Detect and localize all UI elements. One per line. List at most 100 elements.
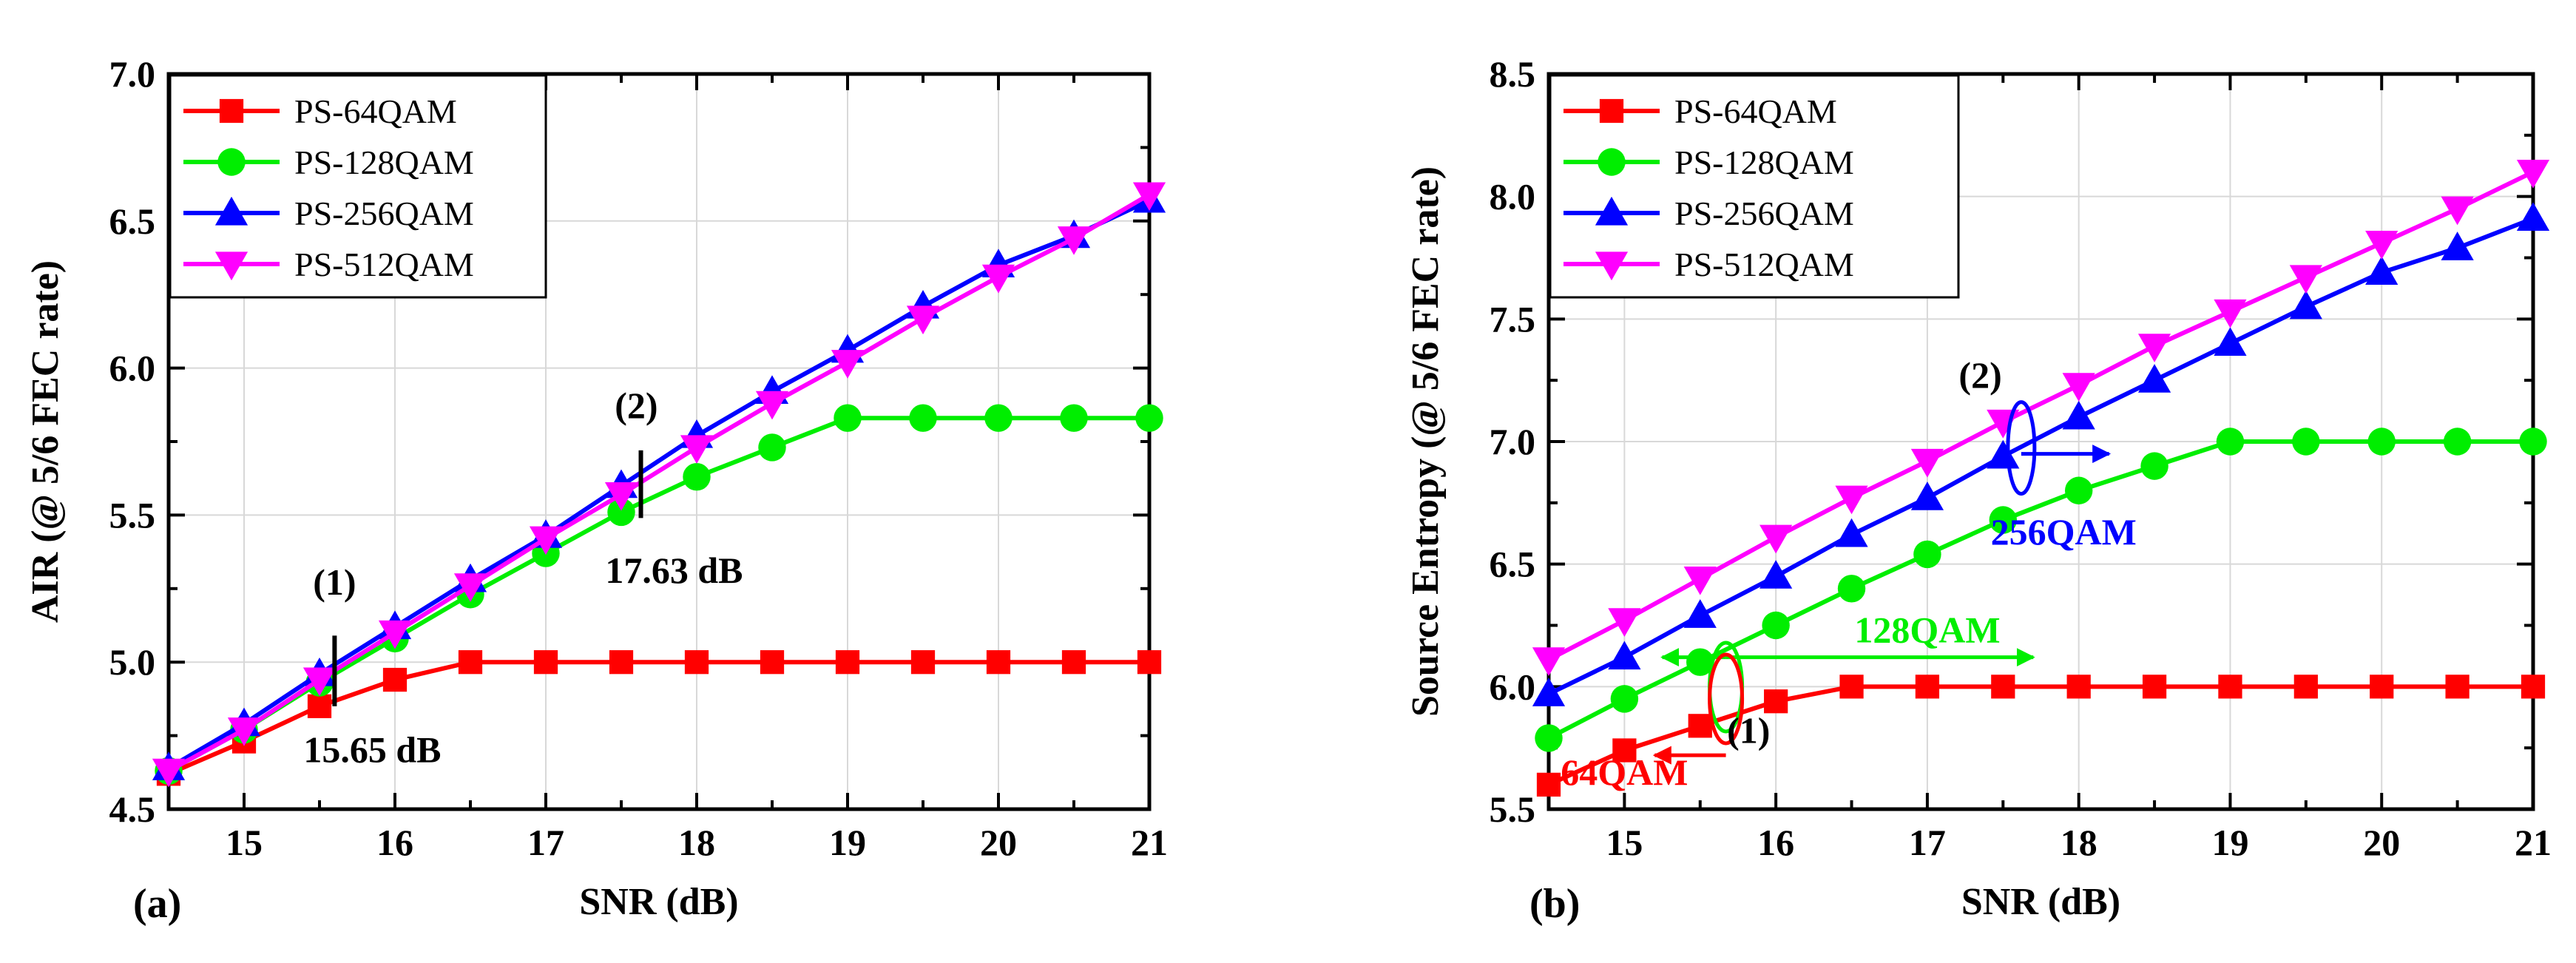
data-point (835, 650, 860, 675)
data-point (1060, 404, 1088, 432)
data-point (533, 650, 558, 675)
data-point (2519, 428, 2547, 456)
panel-b-source-entropy-chart: 15 16 17 18 19 20 21 5.5 6.0 6.5 7.0 7.5 8.0 8.5 SNR (… (1404, 53, 2552, 927)
y-tick-label: 5.5 (109, 494, 156, 535)
data-point (1910, 448, 1944, 478)
data-point (1987, 409, 2020, 439)
data-point (2443, 428, 2472, 456)
data-point (2062, 373, 2095, 402)
x-tick-label: 15 (1606, 822, 1643, 863)
legend-marker (219, 98, 244, 124)
data-point (1991, 675, 2015, 699)
annotation: 256QAM (1991, 511, 2137, 553)
data-point (609, 650, 634, 675)
legend: PS-64QAM PS-128QAM PS-256QAM PS-512QAM (1549, 74, 1960, 299)
data-point (2062, 400, 2095, 430)
panel-label: (a) (133, 881, 181, 927)
data-point (2521, 675, 2546, 699)
data-point (2445, 675, 2469, 699)
data-point (2214, 327, 2247, 357)
data-point (1683, 599, 1717, 628)
data-point (382, 667, 408, 692)
data-point (307, 694, 332, 718)
y-axis-label: Source Entropy (@ 5/6 FEC rate) (1404, 166, 1447, 717)
series-ps-64qam (156, 650, 1162, 786)
y-tick-label: 6.0 (109, 348, 156, 389)
legend-entry: PS-64QAM (1674, 92, 1837, 130)
data-point (1535, 724, 1563, 752)
x-tick-label: 20 (980, 822, 1017, 863)
data-point (378, 620, 412, 649)
x-tick-label: 18 (678, 822, 715, 863)
annotation: 64QAM (1561, 751, 1688, 793)
series-ps-512qam (1532, 159, 2550, 676)
data-point (1057, 226, 1091, 255)
annotation: 17.63 dB (605, 550, 743, 591)
y-tick-label: 7.5 (1490, 298, 1536, 339)
x-tick-label: 19 (2211, 822, 2248, 863)
data-point (1910, 482, 1944, 510)
legend-entry: PS-512QAM (1674, 246, 1854, 283)
y-tick-label: 6.0 (1490, 666, 1536, 707)
data-point (2365, 256, 2398, 285)
highlight-ellipse (1708, 652, 1745, 746)
y-axis-label: AIR (@ 5/6 FEC rate) (24, 260, 67, 623)
x-tick-label: 17 (1909, 822, 1946, 863)
annotation: 128QAM (1854, 609, 2000, 651)
data-point (453, 573, 487, 602)
x-tick-label: 16 (376, 822, 413, 863)
data-point (1835, 518, 1868, 547)
legend-marker (1595, 251, 1629, 281)
data-point (1839, 675, 1864, 699)
x-tick-label: 18 (2061, 822, 2097, 863)
annotation: (1) (1727, 710, 1770, 751)
data-point (1759, 560, 1793, 589)
data-point (2218, 675, 2242, 699)
ticks (1547, 72, 2535, 811)
data-point (2214, 299, 2247, 328)
data-point (2066, 675, 2091, 699)
data-point (2516, 202, 2550, 232)
legend-entry: PS-64QAM (294, 92, 457, 130)
data-point (2140, 452, 2168, 480)
y-tick-label: 8.5 (1490, 53, 1536, 95)
data-point (2289, 265, 2322, 294)
data-point (2292, 428, 2320, 456)
data-point (981, 264, 1015, 294)
data-point (2441, 196, 2474, 226)
data-point (2516, 159, 2550, 189)
data-point (755, 391, 789, 420)
data-point (1536, 772, 1561, 797)
data-point (909, 404, 937, 432)
legend-marker (1595, 196, 1629, 226)
legend-marker (1599, 98, 1624, 124)
y-tick-label: 6.5 (1490, 544, 1536, 585)
x-tick-label: 15 (226, 822, 263, 863)
data-point (1913, 540, 1941, 569)
data-point (1837, 575, 1866, 603)
x-axis-label: SNR (dB) (1961, 881, 2120, 923)
panel-label: (b) (1529, 881, 1580, 927)
data-point (2137, 364, 2171, 393)
data-point (1987, 439, 2020, 469)
legend-entry: PS-128QAM (294, 143, 474, 181)
annotation: (1) (313, 561, 356, 603)
y-tick-label: 8.0 (1490, 176, 1536, 217)
y-tick-label: 5.0 (109, 641, 156, 683)
data-point (683, 462, 711, 491)
y-tick-label: 4.5 (109, 788, 156, 830)
series-ps-256qam (1532, 202, 2550, 706)
series-ps-128qam (1535, 428, 2547, 752)
series-ps-512qam (152, 182, 1166, 788)
data-point (831, 350, 865, 379)
legend-entry: PS-128QAM (1674, 143, 1854, 181)
y-tick-label: 7.0 (109, 53, 156, 95)
data-point (1608, 641, 1641, 670)
data-point (1688, 714, 1712, 738)
series-line (1547, 216, 2535, 696)
data-point (1608, 608, 1641, 637)
data-point (2365, 231, 2398, 260)
data-point (680, 435, 714, 464)
data-point (1759, 524, 1793, 554)
data-point (2137, 334, 2171, 362)
